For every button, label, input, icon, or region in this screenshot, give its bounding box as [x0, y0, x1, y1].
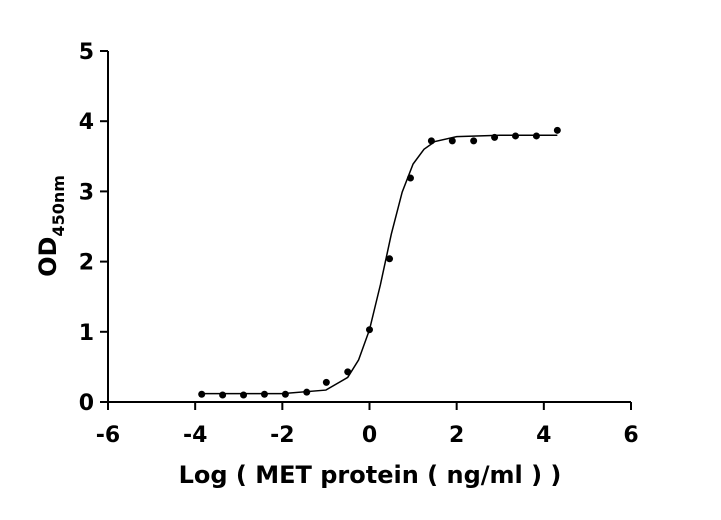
- y-tick-label: 0: [79, 391, 94, 416]
- x-tick-label: -4: [183, 423, 207, 448]
- data-point: [553, 126, 561, 134]
- x-axis-label: Log ( MET protein ( ng/ml ) ): [179, 461, 562, 489]
- y-tick-label: 4: [79, 110, 94, 135]
- x-tick-label: 0: [362, 423, 377, 448]
- y-axis-label-main: OD: [34, 237, 62, 277]
- x-tick-label: 4: [536, 423, 551, 448]
- x-tick-label: 2: [449, 423, 464, 448]
- data-point: [322, 378, 330, 386]
- x-tick-label: -2: [270, 423, 294, 448]
- y-tick-label: 2: [79, 251, 94, 276]
- y-tick-label: 5: [79, 40, 94, 65]
- data-point: [470, 137, 478, 145]
- data-point: [448, 137, 456, 145]
- data-point: [219, 391, 227, 399]
- x-tick-label: -6: [96, 423, 120, 448]
- x-tick-label: 6: [623, 423, 638, 448]
- y-tick-label: 3: [79, 180, 94, 205]
- data-point: [240, 391, 248, 399]
- fit-curve: [201, 134, 558, 395]
- data-point: [386, 255, 394, 263]
- y-axis-label: OD450nm: [34, 175, 68, 277]
- y-tick-label: 1: [79, 321, 94, 346]
- y-axis-label-subscript: 450nm: [49, 175, 68, 236]
